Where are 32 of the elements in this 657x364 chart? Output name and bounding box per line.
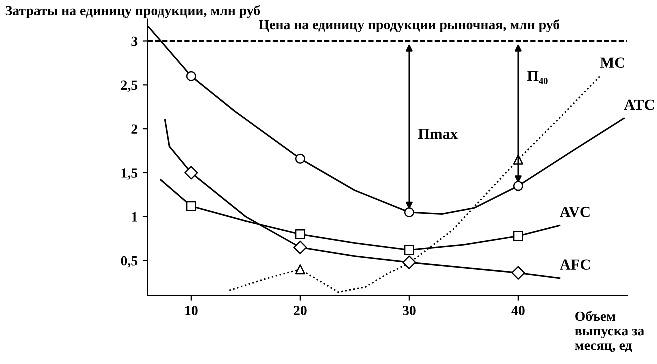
y-tick-label: 2,5 [121, 80, 138, 92]
point [404, 207, 414, 218]
y-tick-label: 0,5 [121, 256, 138, 268]
annotation: Пmax [418, 129, 458, 140]
y-tick-label: 3 [132, 36, 138, 46]
point [295, 229, 306, 240]
x-tick-label: 40 [512, 306, 525, 316]
series-label: AFC [560, 260, 590, 270]
y-axis-title: Затраты на единицу продукции, млн руб [6, 5, 260, 18]
point [512, 266, 526, 280]
point [402, 256, 416, 270]
ref-line-label: Цена на единицу продукции рыночная, млн руб [259, 20, 560, 32]
point [513, 231, 524, 242]
point [294, 240, 308, 254]
y-tick-label: 1,5 [122, 168, 138, 180]
y-tick-label: 2 [132, 124, 138, 134]
point [513, 181, 524, 192]
point [186, 71, 196, 82]
y-tick-label: 1 [132, 212, 138, 222]
annotation: П₄₀ [527, 71, 548, 84]
x-tick-label: 10 [186, 306, 198, 316]
series-label: MC [600, 58, 624, 68]
x-tick-label: 30 [403, 306, 416, 316]
point [295, 154, 306, 164]
series-label: AVC [560, 207, 590, 218]
point [186, 201, 196, 212]
x-tick-label: 20 [294, 306, 307, 316]
x-axis-title: Объем выпуска за месяц, ед [575, 311, 644, 353]
point [404, 245, 414, 256]
series-label: ATC [624, 100, 654, 110]
point [295, 264, 306, 275]
point [184, 166, 198, 180]
